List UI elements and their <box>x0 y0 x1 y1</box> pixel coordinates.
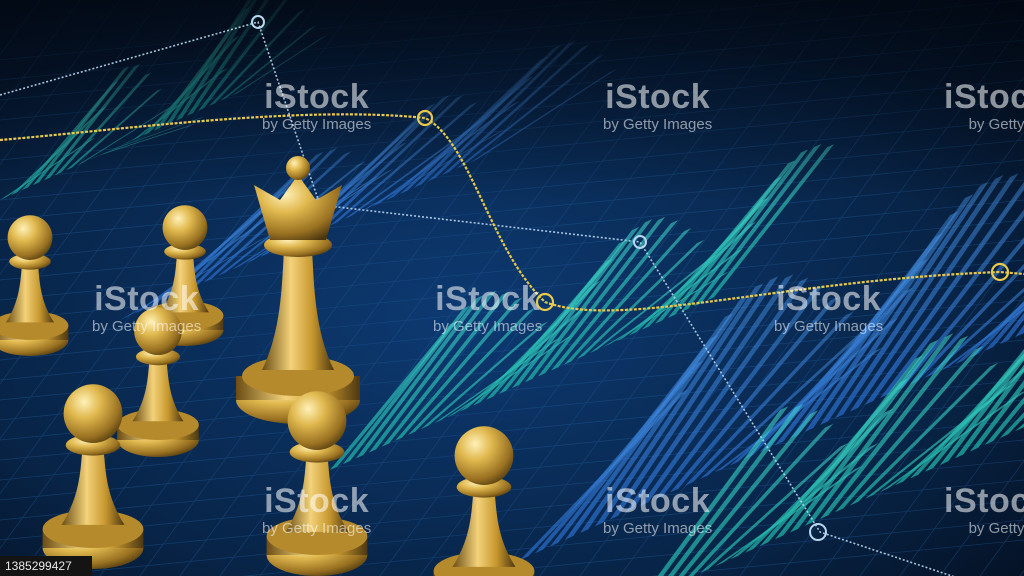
line-marker-icon <box>251 15 265 29</box>
line-marker-icon <box>809 523 827 541</box>
pawn-piece-icon <box>117 307 199 457</box>
line-marker-icon <box>633 235 647 249</box>
pawn-piece-icon <box>0 215 69 356</box>
line-marker-icon <box>990 262 1010 282</box>
pawn-piece-icon <box>433 426 535 576</box>
white-trend-line <box>0 21 955 576</box>
yellow-trend-line <box>0 113 1024 312</box>
line-marker-icon <box>416 109 434 127</box>
line-marker-icon <box>535 292 555 312</box>
pawn-piece-icon <box>266 391 368 576</box>
image-id-badge: 1385299427 <box>0 556 92 576</box>
chess-pieces <box>0 156 535 576</box>
pawn-piece-icon <box>42 384 144 569</box>
yellow-line-markers <box>416 109 1010 312</box>
